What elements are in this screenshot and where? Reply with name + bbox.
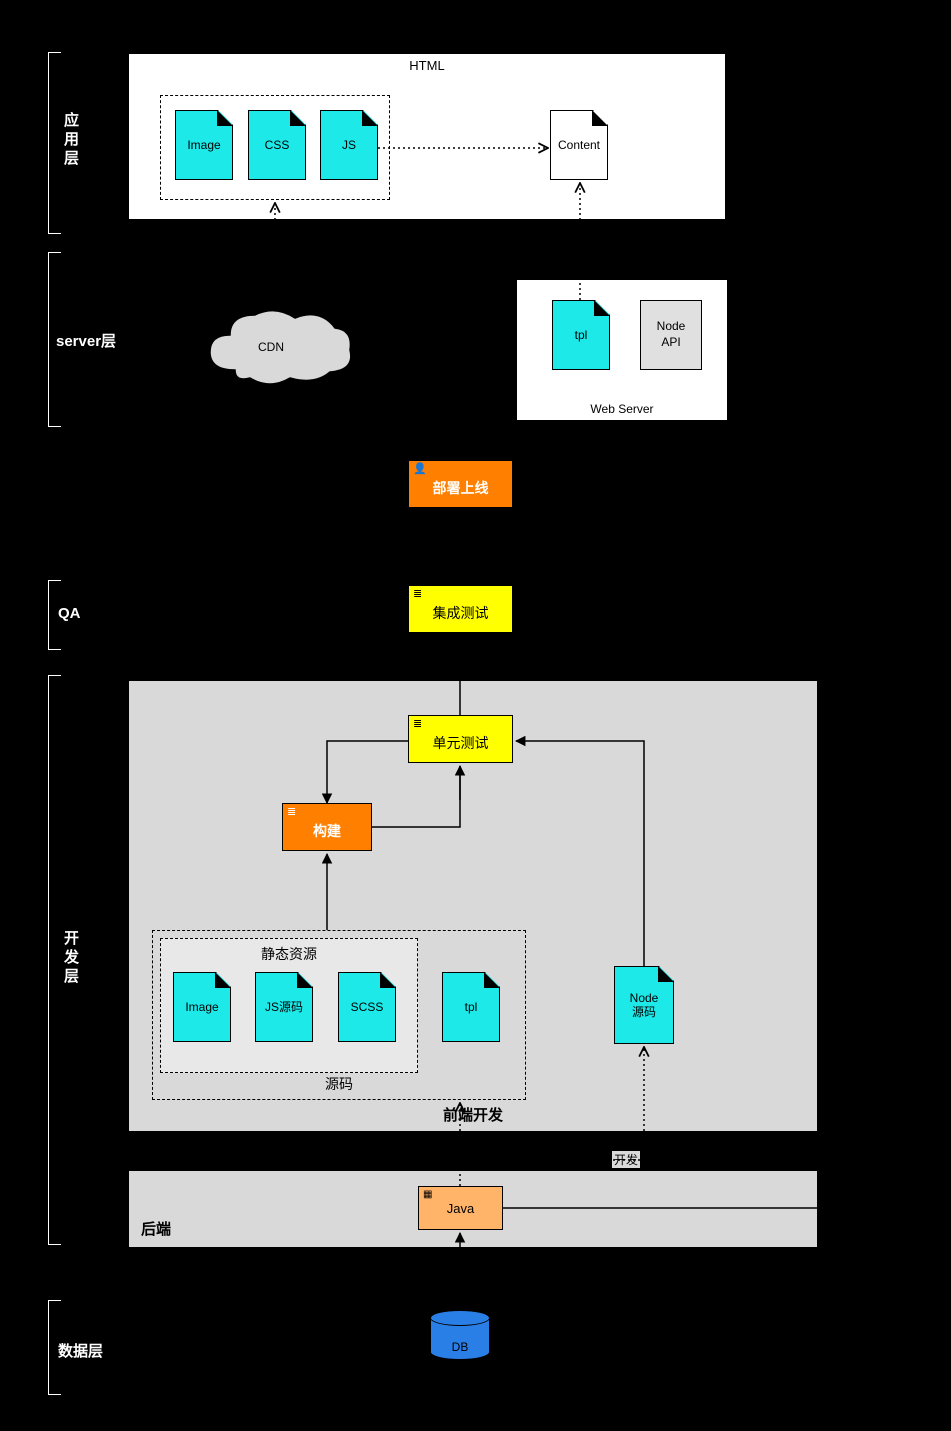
label-app-layer: 应用层 <box>60 112 81 169</box>
source-code-title: 源码 <box>153 1074 525 1094</box>
file-dev-js: JS源码 <box>255 972 313 1042</box>
file-dev-tpl: tpl <box>442 972 500 1042</box>
proc-build: ≣ 构建 <box>282 803 372 851</box>
stack-icon: ≣ <box>287 807 296 818</box>
proc-unit-test: ≣ 单元测试 <box>408 715 513 763</box>
bracket-dev <box>48 675 49 1245</box>
stack-icon: ≣ <box>413 589 422 600</box>
file-tpl-server: tpl <box>552 300 610 370</box>
file-js: JS <box>320 110 378 180</box>
person-icon: 👤 <box>413 464 427 475</box>
diagram-canvas: 应用层 server层 QA 开发层 数据层 HTML Image CSS JS… <box>0 0 951 1431</box>
db-cylinder: DB <box>430 1310 490 1360</box>
edge-label-dev: 开发 <box>612 1151 640 1168</box>
label-qa-layer: QA <box>58 605 81 622</box>
bracket-data <box>48 1300 49 1395</box>
bracket-app <box>48 52 49 234</box>
backend-title: 后端 <box>141 1218 171 1239</box>
label-server-layer: server层 <box>56 330 116 351</box>
proc-integration-test: ≣ 集成测试 <box>408 585 513 633</box>
file-content: Content <box>550 110 608 180</box>
bracket-server <box>48 252 49 427</box>
app-html-title: HTML <box>129 54 725 77</box>
stack-icon: ≣ <box>413 719 422 730</box>
label-data-layer: 数据层 <box>58 1340 103 1361</box>
cdn-label: CDN <box>258 340 284 354</box>
bracket-qa <box>48 580 49 650</box>
file-node-src: Node 源码 <box>614 966 674 1044</box>
node-api-label: Node API <box>657 319 686 350</box>
file-dev-image: Image <box>173 972 231 1042</box>
frontend-dev-title: 前端开发 <box>129 1104 817 1125</box>
file-dev-scss: SCSS <box>338 972 396 1042</box>
file-image: Image <box>175 110 233 180</box>
proc-deploy: 👤 部署上线 <box>408 460 513 508</box>
node-api-box: Node API <box>640 300 702 370</box>
file-css: CSS <box>248 110 306 180</box>
grid-icon: ▦ <box>423 1190 432 1200</box>
static-resource-title: 静态资源 <box>161 944 417 964</box>
web-server-title: Web Server <box>517 402 727 416</box>
label-dev-layer: 开发层 <box>60 930 81 987</box>
java-box: ▦ Java <box>418 1186 503 1230</box>
